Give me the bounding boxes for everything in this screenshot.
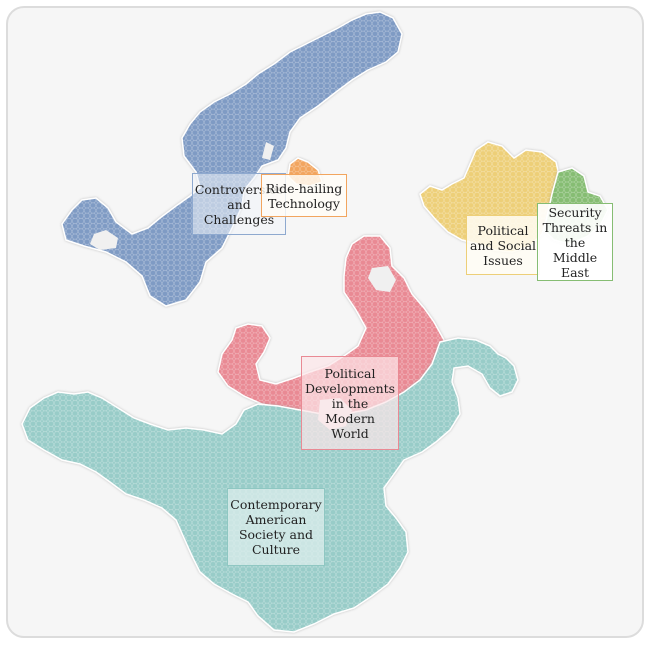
label-political-dev[interactable]: Political Developments in the Modern Wor…: [301, 356, 399, 450]
label-american-society-text: Contemporary American Society and Cultur…: [230, 497, 322, 557]
label-political-social-text: Political and Social Issues: [470, 222, 537, 268]
region-controversies[interactable]: [61, 11, 403, 307]
label-american-society[interactable]: Contemporary American Society and Cultur…: [227, 488, 325, 566]
label-security-text: Security Threats in the Middle East: [542, 204, 608, 280]
label-ride-hailing-text: Ride-hailing Technology: [265, 180, 343, 211]
label-political-dev-text: Political Developments in the Modern Wor…: [304, 365, 396, 441]
label-security[interactable]: Security Threats in the Middle East: [537, 203, 613, 281]
label-ride-hailing[interactable]: Ride-hailing Technology: [261, 174, 347, 217]
label-political-social[interactable]: Political and Social Issues: [466, 215, 540, 275]
